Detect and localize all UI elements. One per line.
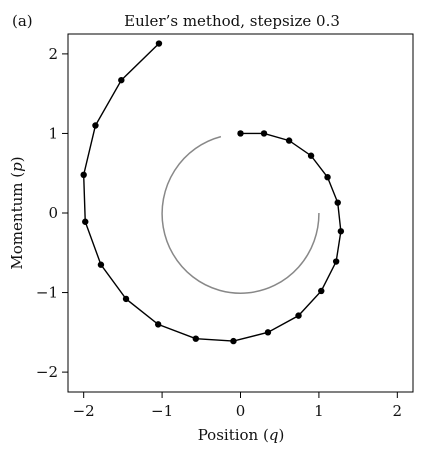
y-axis-label-end: ) (8, 156, 26, 162)
exact-solution-circle (161, 135, 320, 294)
euler-point (332, 258, 340, 265)
y-tick-label: 2 (48, 45, 58, 63)
y-tick-label: 1 (48, 124, 58, 142)
plot-frame (67, 33, 414, 393)
euler-point (97, 261, 105, 268)
euler-point (122, 295, 130, 303)
y-axis-ticks: −2 −1 0 1 2 (36, 45, 68, 381)
x-tick-label: −2 (73, 402, 95, 420)
euler-point (154, 321, 162, 328)
euler-points (80, 40, 345, 345)
euler-point (307, 152, 315, 159)
euler-point (337, 228, 345, 235)
y-axis-label: Momentum (p) (8, 156, 26, 269)
euler-trajectory-line (82, 43, 342, 342)
euler-point (192, 335, 200, 342)
euler-point (324, 174, 331, 181)
y-axis-label-variable: p (8, 162, 26, 172)
euler-point (80, 171, 87, 179)
x-axis-ticks: −2 −1 0 1 2 (73, 392, 402, 420)
euler-point (264, 329, 272, 336)
euler-point (118, 76, 125, 84)
x-tick-label: 2 (393, 402, 403, 420)
euler-point (285, 137, 293, 144)
chart-title: Euler’s method, stepsize 0.3 (124, 12, 340, 30)
euler-point (295, 312, 302, 319)
x-axis-label-text: Position ( (198, 426, 269, 444)
euler-point (237, 130, 244, 137)
x-axis-label: Position (q) (198, 426, 285, 444)
panel-label: (a) (12, 12, 33, 30)
y-tick-label: 0 (48, 204, 58, 222)
x-tick-label: −1 (151, 402, 173, 420)
euler-point (82, 218, 89, 225)
euler-point (155, 40, 163, 47)
x-tick-label: 0 (236, 402, 246, 420)
euler-point (318, 287, 325, 295)
y-tick-label: −2 (36, 363, 58, 381)
euler-point (92, 122, 99, 129)
euler-point (230, 337, 237, 345)
y-tick-label: −1 (36, 284, 58, 302)
euler-point (260, 130, 268, 137)
y-axis-label-text: Momentum ( (8, 172, 26, 270)
euler-point (334, 199, 341, 206)
x-axis-label-end: ) (278, 426, 284, 444)
x-axis-label-variable: q (269, 426, 279, 444)
x-tick-label: 1 (314, 402, 324, 420)
